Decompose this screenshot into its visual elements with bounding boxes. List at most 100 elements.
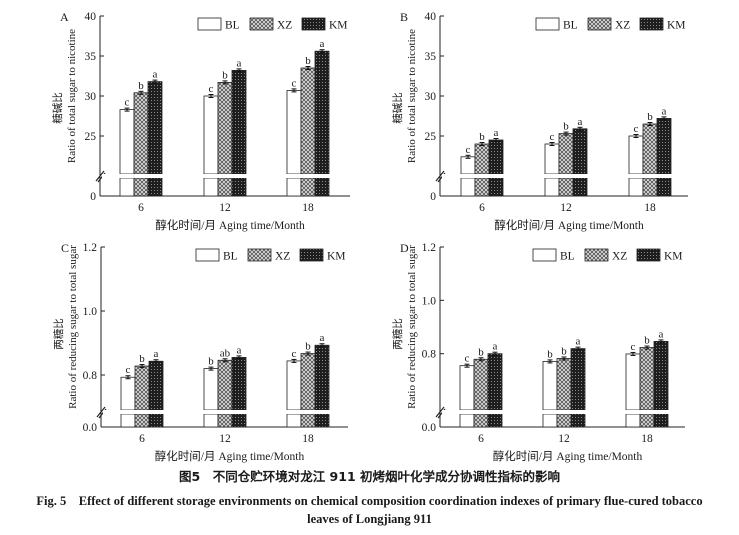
axis-break-mark: [435, 170, 445, 182]
x-tick-label: 6: [138, 202, 144, 214]
y-tick-label: 1.0: [422, 295, 437, 307]
legend-label-bl: BL: [563, 20, 578, 32]
y-tick-label: 35: [85, 51, 97, 63]
bar-bl: [459, 365, 475, 411]
bar-km: [570, 348, 586, 411]
y-tick-label: 40: [425, 11, 437, 23]
bar-xz: [217, 82, 233, 175]
significance-letter: b: [139, 353, 145, 365]
bar-xz-lower: [300, 177, 316, 197]
bar-xz: [558, 133, 574, 175]
y-tick-label: 0.8: [422, 349, 437, 361]
bar-xz: [134, 365, 150, 411]
bar-km-lower: [570, 413, 586, 428]
bar-km-lower: [231, 177, 247, 197]
y-tick-label: 35: [425, 51, 437, 63]
significance-letter: b: [561, 345, 567, 357]
significance-letter: b: [208, 356, 214, 368]
significance-letter: a: [153, 69, 158, 81]
y-tick-label: 1.0: [83, 306, 98, 318]
bar-bl: [203, 368, 219, 411]
bar-km: [231, 357, 247, 411]
y-axis-title: Ratio of reducing sugar to total sugar: [67, 245, 79, 409]
x-tick-label: 12: [560, 202, 572, 214]
significance-letter: a: [237, 57, 242, 69]
bar-km: [314, 344, 330, 411]
significance-letter: b: [478, 346, 484, 358]
bar-bl-lower: [120, 413, 136, 428]
bar-bl-lower: [625, 413, 641, 428]
bar-bl-lower: [119, 177, 135, 197]
significance-letter: b: [222, 69, 228, 81]
x-tick-label: 18: [641, 433, 653, 445]
significance-letter: c: [126, 364, 131, 376]
plot-area: A 0 25 30 35 40 Ratio of total sugar to nicoti…: [51, 10, 350, 232]
bar-km-lower: [487, 413, 503, 428]
axis-break-mark: [96, 406, 106, 418]
bar-bl: [119, 109, 135, 175]
bar-km-lower: [148, 413, 164, 428]
legend-label-bl: BL: [560, 251, 575, 263]
plot-area: B 0 25 30 35 40 Ratio of total sugar to nicoti…: [391, 10, 688, 232]
x-tick-label: 6: [478, 433, 484, 445]
axis-break-gap: [442, 410, 683, 414]
bar-xz: [300, 67, 316, 175]
significance-letter: b: [647, 111, 653, 123]
legend-label-km: KM: [327, 251, 346, 263]
legend-label-xz: XZ: [612, 251, 627, 263]
y-tick-label: 0: [90, 191, 96, 203]
legend-swatch-bl: [532, 248, 557, 262]
bar-bl-lower: [459, 413, 475, 428]
x-axis-title: 醇化时间/月 Aging time/Month: [493, 449, 643, 463]
x-tick-label: 6: [139, 433, 145, 445]
bar-xz-lower: [642, 177, 658, 197]
y-tick-label: 25: [85, 131, 97, 143]
bar-bl-lower: [460, 177, 476, 197]
significance-letter: a: [576, 336, 581, 348]
significance-letter: a: [320, 38, 325, 50]
panel-label: B: [400, 10, 408, 24]
x-tick-label: 12: [219, 202, 231, 214]
plot-area: C 0.0 0.8 1.0 1.2 Ratio of reducing sugar to …: [52, 241, 348, 463]
y-tick-label: 0: [430, 191, 436, 203]
axis-break-mark: [95, 170, 105, 182]
significance-letter: c: [634, 123, 639, 135]
legend-label-xz: XZ: [275, 251, 290, 263]
significance-letter: c: [292, 348, 297, 360]
significance-letter: b: [138, 80, 144, 92]
bar-bl-lower: [544, 177, 560, 197]
bar-bl-lower: [203, 413, 219, 428]
bar-bl-lower: [203, 177, 219, 197]
legend-label-xz: XZ: [277, 20, 292, 32]
axis-break-gap: [102, 174, 348, 178]
panel-a: A 0 25 30 35 40 Ratio of total sugar to nicoti…: [51, 10, 350, 232]
bar-xz: [474, 143, 490, 175]
bar-xz: [300, 353, 316, 411]
y-tick-label: 0.8: [83, 370, 98, 382]
bar-km: [147, 81, 163, 175]
y-tick-label: 1.2: [83, 242, 98, 254]
x-axis-title: 醇化时间/月 Aging time/Month: [494, 218, 644, 232]
significance-letter: a: [662, 105, 667, 117]
bar-km: [487, 353, 503, 411]
significance-letter: a: [237, 344, 242, 356]
x-tick-label: 6: [479, 202, 485, 214]
bar-xz: [556, 358, 572, 411]
legend-swatch-bl: [195, 248, 220, 262]
axis-break-gap: [103, 410, 346, 414]
legend-swatch-bl: [197, 17, 222, 31]
bar-km-lower: [488, 177, 504, 197]
panel-c: C 0.0 0.8 1.0 1.2 Ratio of reducing sugar to …: [52, 241, 348, 463]
y-axis-title-cn: 两糖比: [52, 318, 65, 350]
bar-km-lower: [147, 177, 163, 197]
panel-d: D 0.0 0.8 1.0 1.2 Ratio of reducing sugar to …: [391, 241, 685, 463]
x-tick-label: 18: [644, 202, 656, 214]
significance-letter: ab: [220, 347, 231, 359]
legend-swatch-bl: [535, 17, 560, 31]
bar-xz-lower: [556, 413, 572, 428]
bar-xz: [642, 123, 658, 175]
bar-xz-lower: [558, 177, 574, 197]
significance-letter: b: [305, 55, 311, 67]
x-tick-label: 18: [302, 202, 314, 214]
x-tick-label: 18: [302, 433, 314, 445]
